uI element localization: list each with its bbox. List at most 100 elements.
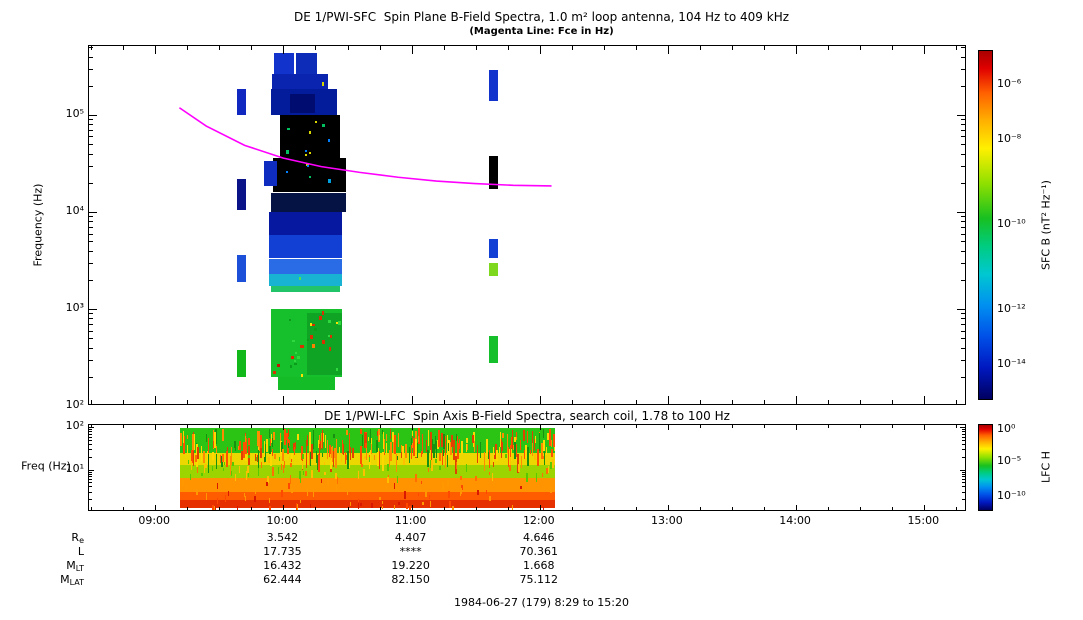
x-axis-tick <box>603 507 605 510</box>
spectrogram-speckle <box>323 461 326 466</box>
spectrogram-speckle <box>200 445 203 461</box>
spectrogram-speckle <box>192 446 194 455</box>
ephemeris-row-label: MLAT <box>40 573 84 587</box>
x-axis-tick <box>315 46 317 50</box>
spectrogram-speckle <box>182 430 184 444</box>
spectrogram-speckle <box>288 457 291 461</box>
spectrogram-speckle <box>541 442 543 453</box>
lfc-y-tick-label: 10² <box>65 419 84 433</box>
spectrogram-speckle <box>226 450 228 468</box>
y-axis-tick <box>960 469 965 471</box>
spectrogram-speckle <box>278 467 280 475</box>
spectrogram-speckle <box>274 454 276 459</box>
spectrogram-speckle <box>539 433 541 452</box>
spectrogram-speckle <box>227 490 230 496</box>
y-axis-tick <box>957 309 965 310</box>
y-axis-tick <box>961 313 965 315</box>
spectrogram-patch <box>274 52 294 75</box>
spectrogram-speckle <box>543 446 545 465</box>
spectrogram-speckle <box>289 439 291 446</box>
spectrogram-speckle <box>248 454 251 458</box>
x-axis-tick <box>123 507 125 510</box>
spectrogram-speckle <box>279 433 281 442</box>
lfc-band <box>179 452 556 466</box>
spectrogram-speckle <box>446 480 449 487</box>
spectrogram-patch <box>321 81 325 86</box>
spectrogram-speckle <box>232 462 234 466</box>
spectrogram-speckle <box>430 432 432 451</box>
spectrogram-speckle <box>288 483 290 490</box>
spectrogram-speckle <box>466 443 468 450</box>
spectrogram-speckle <box>221 455 223 468</box>
x-axis-tick <box>283 396 285 404</box>
spectrogram-speckle <box>313 429 315 449</box>
spectrogram-speckle <box>342 444 345 455</box>
spectrogram-speckle <box>256 430 259 447</box>
spectrogram-speckle <box>248 438 250 446</box>
spectrogram-speckle <box>272 371 276 375</box>
x-axis-tick <box>667 425 669 430</box>
spectrogram-speckle <box>496 449 499 462</box>
y-axis-tick <box>962 499 965 501</box>
y-axis-tick <box>89 444 92 445</box>
spectrogram-speckle <box>305 149 308 152</box>
spectrogram-speckle <box>448 491 451 499</box>
x-axis-tick <box>700 46 701 50</box>
spectrogram-speckle <box>549 429 552 446</box>
spectrogram-speckle <box>326 439 328 460</box>
x-axis-tick <box>667 505 669 510</box>
spectrogram-speckle <box>433 444 435 459</box>
spectrogram-speckle <box>278 457 281 462</box>
spectrogram-speckle <box>393 504 395 509</box>
x-axis-tick <box>251 400 253 404</box>
spectrogram-speckle <box>542 456 544 460</box>
spectrogram-speckle <box>514 442 516 459</box>
spectrogram-speckle <box>426 440 428 452</box>
spectrogram-speckle <box>205 463 207 469</box>
spectrogram-speckle <box>388 450 390 468</box>
spectrogram-speckle <box>335 367 338 371</box>
spectrogram-speckle <box>245 496 247 501</box>
spectrogram-speckle <box>427 468 430 473</box>
y-axis-tick <box>961 216 965 218</box>
spectrogram-speckle <box>335 321 338 325</box>
y-axis-tick <box>89 476 92 478</box>
spectrogram-speckle <box>273 431 276 441</box>
x-axis-tick <box>796 425 798 430</box>
spectrogram-speckle <box>283 429 286 445</box>
x-axis-tick <box>732 400 733 404</box>
y-axis-tick <box>961 182 965 184</box>
y-axis-tick <box>962 473 965 475</box>
spectrogram-speckle <box>445 435 447 455</box>
spectrogram-speckle <box>349 501 351 506</box>
spectrogram-speckle <box>333 434 336 439</box>
spectrogram-speckle <box>266 439 268 453</box>
x-axis-tick <box>155 396 157 404</box>
y-axis-tick <box>89 221 93 223</box>
spectrogram-patch <box>273 157 347 193</box>
spectrogram-speckle <box>246 466 249 474</box>
y-axis-tick <box>89 491 92 493</box>
spectrogram-speckle <box>322 124 325 128</box>
ephemeris-value: 4.407 <box>394 531 427 544</box>
spectrogram-patch <box>311 343 315 348</box>
spectrogram-speckle <box>441 482 444 490</box>
x-axis-tick <box>892 400 894 404</box>
spectrogram-speckle <box>207 437 210 453</box>
spectrogram-speckle <box>260 461 262 469</box>
spectrogram-speckle <box>281 442 284 452</box>
spectrogram-speckle <box>222 454 225 463</box>
spectrogram-speckle <box>452 505 455 510</box>
spectrogram-speckle <box>402 446 404 458</box>
lfc-band <box>179 428 556 453</box>
spectrogram-speckle <box>472 434 474 444</box>
x-axis-tick <box>507 507 509 510</box>
spectrogram-speckle <box>309 322 312 326</box>
x-axis-tick <box>379 46 381 50</box>
colorbar-tick-label: 10⁻¹⁰ <box>997 217 1026 230</box>
spectrogram-speckle <box>293 359 296 362</box>
spectrogram-speckle <box>271 467 274 477</box>
x-axis-tick <box>603 400 605 404</box>
spectrogram-speckle <box>442 450 444 465</box>
spectrogram-speckle <box>215 429 217 444</box>
